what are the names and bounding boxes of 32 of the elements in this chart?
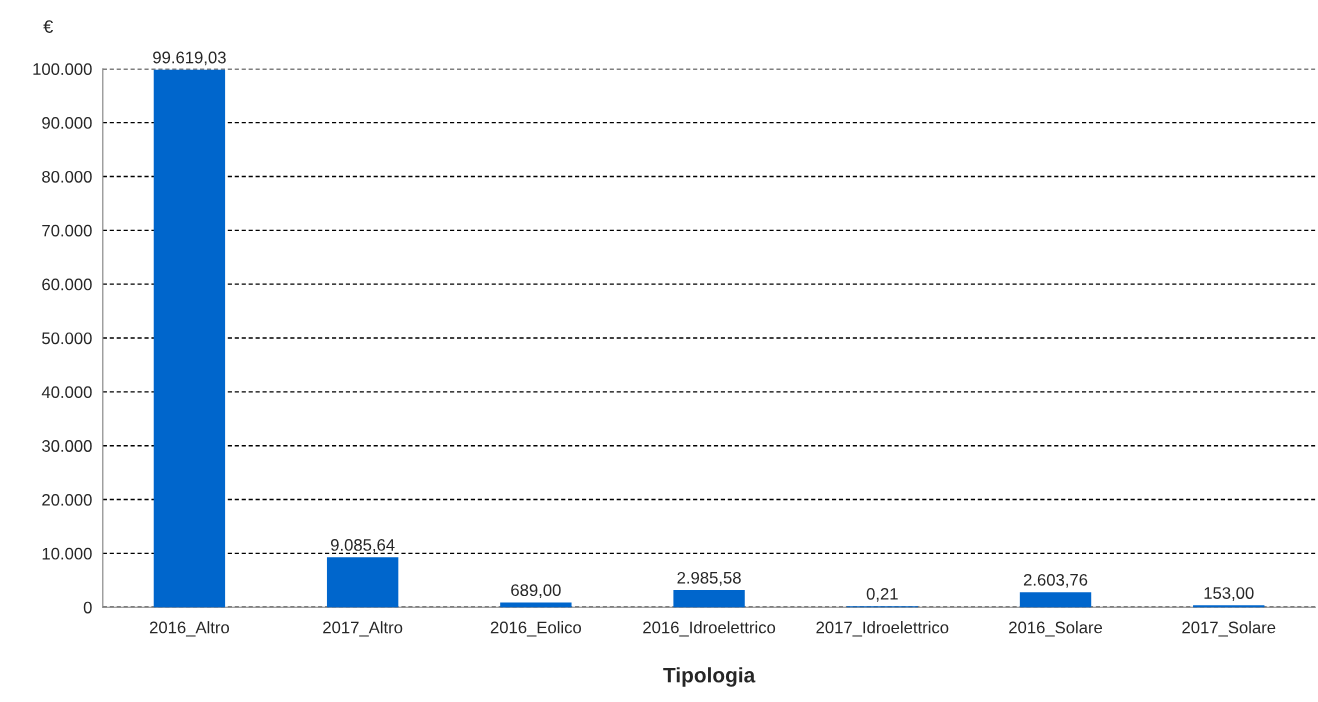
y-tick-label: 100.000 [33,63,92,75]
bar [500,602,572,608]
data-label: 0,21 [866,587,898,602]
data-label: 2.985,58 [677,571,741,586]
y-tick-label: 10.000 [42,547,92,560]
y-tick-label: 60.000 [42,278,92,291]
y-tick-label: 50.000 [42,332,92,345]
bar [1019,592,1092,608]
y-axis-title: € [43,20,54,33]
x-tick-label: 2017_Solare [1182,621,1276,637]
data-label: 99.619,03 [153,51,226,66]
y-tick-label: 90.000 [42,117,92,129]
y-tick-label: 20.000 [42,493,92,506]
bar [153,69,226,608]
y-tick-label: 40.000 [41,386,92,399]
x-tick-label: 2016_Idroelettrico [643,621,776,637]
data-label: 9.085,64 [330,539,395,553]
y-tick-label: 30.000 [42,440,92,452]
data-label: 689,00 [511,584,561,599]
x-tick-label: 2017_Idroelettrico [816,621,949,637]
data-label: 153,00 [1204,587,1254,601]
bar [673,590,745,608]
y-tick-label: 70.000 [42,224,92,237]
bar [326,557,399,608]
x-tick-label: 2016_Solare [1009,621,1103,637]
y-tick-label: 0 [83,601,92,614]
data-label: 2.603,76 [1023,573,1088,588]
y-tick-label: 80.000 [42,170,92,183]
x-tick-label: 2016_Eolico [490,621,582,637]
x-tick-label: 2016_Altro [149,621,230,637]
x-tick-label: 2017_Altro [323,621,403,637]
x-axis-title: Tipologia [663,667,756,687]
